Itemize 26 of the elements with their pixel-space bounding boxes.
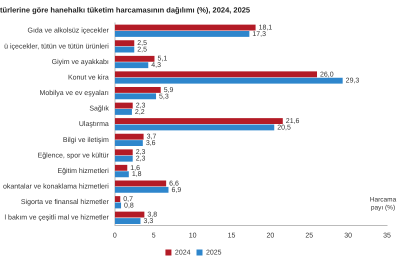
bar — [114, 212, 144, 218]
bar — [114, 62, 148, 68]
bar — [114, 218, 140, 224]
bar — [114, 186, 168, 193]
bar — [114, 149, 133, 156]
bar — [114, 108, 132, 115]
bar — [114, 93, 156, 100]
bar — [114, 31, 250, 37]
bar — [114, 78, 343, 84]
bar — [114, 140, 143, 146]
bar — [114, 46, 134, 53]
bar — [114, 134, 144, 140]
bar — [114, 164, 128, 171]
bar — [114, 180, 166, 186]
bar — [114, 86, 161, 93]
bar — [114, 196, 120, 202]
bar — [114, 56, 154, 62]
bar — [114, 102, 133, 108]
bar — [114, 124, 274, 130]
bar — [114, 156, 133, 162]
bar — [114, 71, 318, 78]
bar — [114, 171, 129, 178]
bar — [114, 118, 283, 124]
bar — [114, 40, 134, 46]
bar — [114, 202, 122, 208]
bar — [114, 24, 256, 31]
